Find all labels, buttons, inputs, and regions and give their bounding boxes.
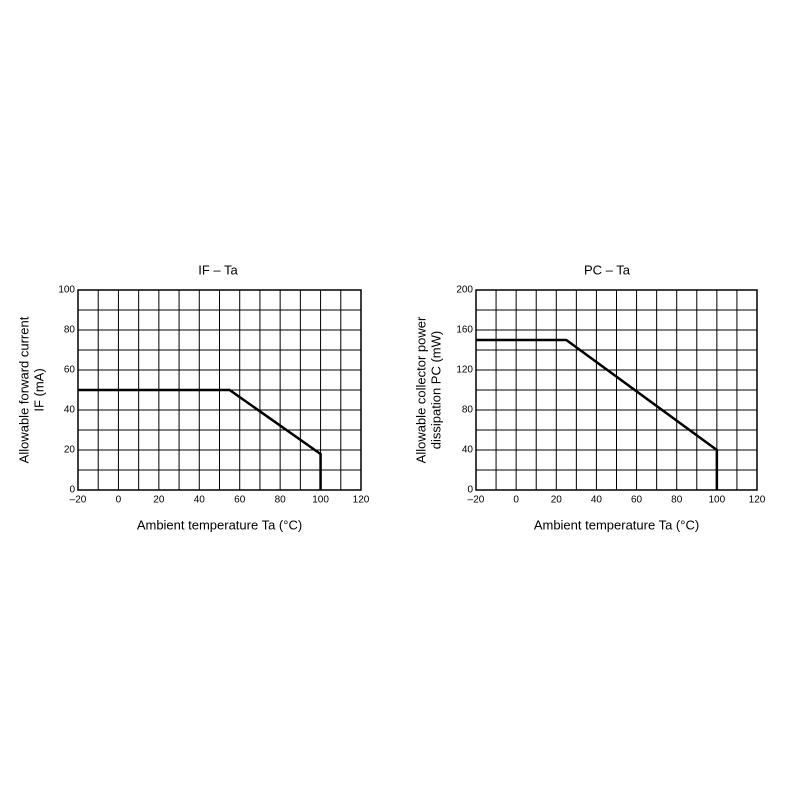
x-tick-label: 120 [353, 495, 370, 506]
y-tick-label: 80 [462, 405, 474, 416]
y-tick-label: 80 [64, 325, 76, 336]
y-tick-label: 160 [456, 325, 473, 336]
x-tick-label: 0 [513, 495, 519, 506]
x-tick-label: 20 [551, 495, 563, 506]
x-tick-label: 120 [749, 495, 766, 506]
y-tick-label: 40 [64, 405, 76, 416]
chart-title: PC – Ta [584, 262, 631, 277]
x-tick-label: –20 [468, 495, 485, 506]
y-tick-label: 120 [456, 365, 473, 376]
y-axis-label: Allowable forward current [16, 316, 31, 463]
x-tick-label: 100 [312, 495, 329, 506]
x-tick-label: –20 [70, 495, 87, 506]
x-tick-label: 60 [631, 495, 643, 506]
x-axis-label: Ambient temperature Ta (°C) [137, 517, 302, 532]
x-tick-label: 100 [709, 495, 726, 506]
y-tick-label: 20 [64, 445, 76, 456]
x-tick-label: 40 [194, 495, 206, 506]
plot-frame [475, 289, 758, 491]
x-axis-label: Ambient temperature Ta (°C) [534, 517, 699, 532]
x-tick-label: 20 [153, 495, 165, 506]
y-tick-label: 0 [69, 485, 75, 496]
data-line [476, 338, 719, 490]
x-tick-label: 40 [591, 495, 603, 506]
y-axis-label: Allowable collector power [413, 316, 428, 463]
x-tick-label: 60 [234, 495, 246, 506]
y-tick-label: 200 [456, 285, 473, 296]
y-axis-label: dissipation PC (mW) [428, 331, 443, 449]
y-tick-label: 0 [467, 485, 473, 496]
y-tick-label: 100 [58, 285, 75, 296]
y-tick-label: 60 [64, 365, 76, 376]
x-tick-label: 80 [275, 495, 287, 506]
y-tick-label: 40 [462, 445, 474, 456]
chart-title: IF – Ta [198, 262, 238, 277]
x-tick-label: 80 [671, 495, 683, 506]
y-axis-label: IF (mA) [31, 368, 46, 411]
x-tick-label: 0 [116, 495, 122, 506]
data-line [78, 388, 322, 490]
